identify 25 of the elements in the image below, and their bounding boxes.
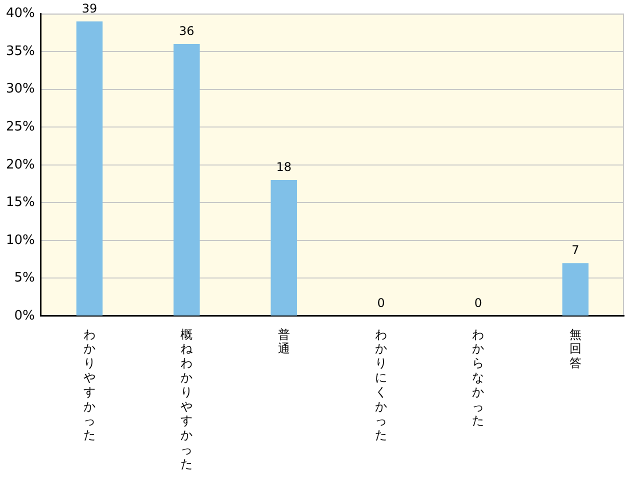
y-tick-label: 5% (14, 270, 35, 286)
y-tick-label: 0% (14, 308, 35, 324)
bar (270, 180, 297, 316)
bar (562, 263, 589, 316)
x-tick-label: わかりやすかった (83, 327, 96, 442)
data-label: 36 (179, 24, 194, 38)
data-label: 7 (572, 243, 580, 258)
y-tick-label: 25% (6, 120, 35, 134)
x-tick-label: 無回答 (569, 327, 582, 370)
y-tick-label: 10% (6, 232, 35, 248)
x-tick-label: わからなかった (472, 327, 484, 428)
bar (76, 21, 103, 316)
data-label: 0 (474, 296, 482, 310)
x-tick-label: 普通 (278, 327, 290, 356)
y-tick-label: 35% (6, 44, 35, 59)
bar (174, 44, 200, 316)
y-tick-label: 40% (6, 6, 35, 22)
data-label: 18 (276, 160, 292, 174)
y-tick-label: 15% (6, 195, 35, 210)
category-label: 概ねわかりやすかった (180, 327, 193, 471)
y-tick-label: 20% (6, 157, 35, 172)
y-tick-label: 30% (6, 82, 35, 97)
x-tick-label: わかりにくかった (375, 327, 388, 442)
data-label: 39 (82, 1, 98, 16)
data-label: 0 (377, 296, 385, 310)
